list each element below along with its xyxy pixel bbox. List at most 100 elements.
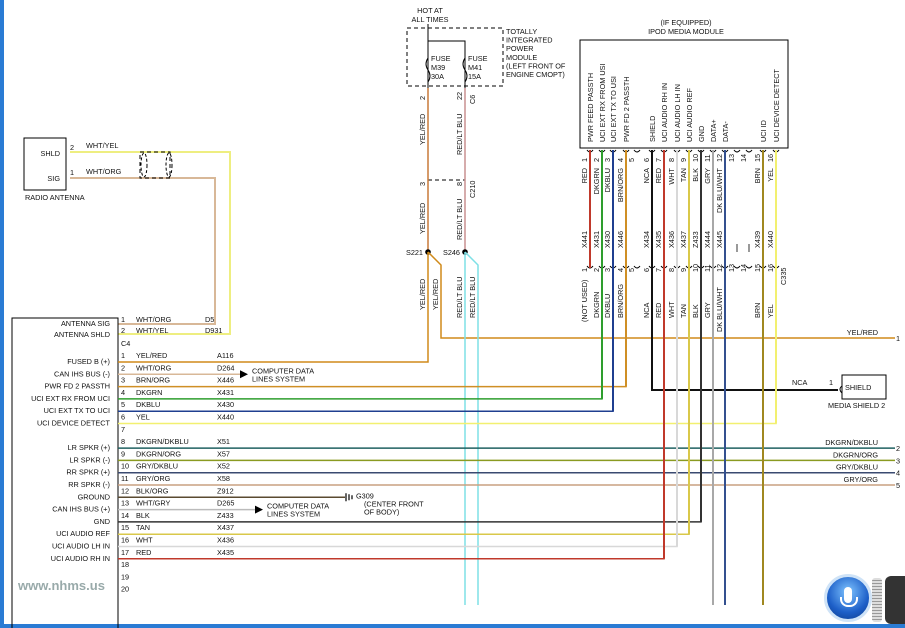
ipod-pin-label: PWR FEED PASSTH [586,73,595,142]
ipod-pin-num: 15 [753,154,762,162]
wire-label: WHT/ORG [136,315,172,324]
circuit-label: X435 [654,231,663,248]
splice-s246-label: S246 [443,248,460,257]
radio-pin-num: 1 [121,351,125,360]
circuit-label: X440 [766,231,775,248]
shield-oval [165,152,173,178]
ipod-pin-label: PWR FD 2 PASSTH [622,76,631,142]
connector-icon [733,265,741,269]
radio-pin-label: CAN IHS BUS (+) [52,505,110,514]
wire-yel-red-out [427,251,895,339]
wire-label: RED [654,303,663,318]
wire-label: WHT [667,301,676,318]
fuse-rating: 30A [431,72,444,81]
connector-pin: 3 [418,182,427,186]
wire-label: WHT/YEL [86,141,118,150]
radio-pin-label: UCI AUDIO LH IN [52,542,110,551]
circuit-label: Z433 [691,231,700,248]
wire-label: DKGRN/DKBLU [136,437,189,446]
ground-loc-label: (CENTER FRONT [364,499,424,508]
wire-label: GRY/DKBLU [136,462,178,471]
circuit-label: X430 [217,400,234,409]
circuit-label: X444 [703,231,712,248]
wire-label: BRN/ORG [616,284,625,318]
connector-icon [733,149,741,153]
arrow-icon [240,370,248,379]
right-output-num: 2 [896,444,900,453]
media-shield-box [841,374,887,400]
wire-label: BRN/ORG [616,168,625,202]
radio-pin-num: 5 [121,400,125,409]
wire-label: WHT/GRY [136,499,170,508]
wire-label: NCA [642,168,651,184]
ipod-pin-label: DATA+ [709,119,718,142]
wire-label: RED [654,168,663,183]
wire-label: WHT/ORG [136,363,172,372]
wire-label: BLK [691,168,700,182]
fuse-icon [462,57,468,83]
right-output-label: DKGRN/ORG [833,450,878,459]
circuit-label: D265 [217,499,234,508]
right-output-label: DKGRN/DKBLU [825,438,878,447]
wire-label: RED [580,168,589,183]
antenna-pin-sig: SIG [47,174,60,183]
ipod-pin-num: 1 [580,158,589,162]
ipod-pin-num: 10 [691,154,700,162]
ipod-pin-num: 16 [766,154,775,162]
wire-label: DKBLU [603,294,612,318]
arrow-icon [255,505,263,514]
connector-c335-label: C335 [779,268,788,285]
power-module-label: TOTALLY [506,27,537,36]
radio-pin-label: GROUND [78,492,110,501]
connector-c210-label: C210 [468,181,477,198]
ipod-pin-label: UCI AUDIO RH IN [660,83,669,142]
microphone-button[interactable] [824,574,872,622]
ipod-pin-num: 11 [703,154,712,162]
circuit-label: Z433 [217,511,234,520]
radio-pin-num: 13 [121,499,129,508]
scroll-handle[interactable] [872,578,882,622]
wire-radio-3 [118,270,627,388]
ipod-pin-num: 9 [679,158,688,162]
ipod-pin-num: 2 [592,268,601,272]
radio-pin-label: ANTENNA SIG [61,319,110,328]
connector-pin: 22 [455,92,464,100]
wire-label: GRY [703,168,712,184]
radio-pin-label: PWR FD 2 PASSTH [44,382,110,391]
antenna-pin-shld: SHLD [41,149,60,158]
splice-s221-label: S221 [406,248,423,257]
right-output-num: 4 [896,469,900,478]
ipod-pin-num: 5 [627,158,636,162]
wire-label: BLK [691,304,700,318]
side-panel-tab[interactable] [885,576,905,624]
ipod-pin-num: 16 [766,264,775,272]
ipod-pin-num: 5 [627,268,636,272]
circuit-label: D931 [205,326,222,335]
ipod-pin-num: 12 [715,264,724,272]
wire-label: DKGRN [592,168,601,194]
circuit-label: X446 [217,376,234,385]
circuit-label: X51 [217,437,230,446]
circuit-label: X436 [667,231,676,248]
wire-red-lt-blu-out [464,251,479,605]
wire-radio-5 [118,270,614,412]
ipod-pin-label: UCI ID [759,120,768,142]
right-output-num: 1 [896,334,900,343]
radio-pin-num: 7 [121,425,125,434]
wire-wht-org [70,177,216,325]
radio-pin-num: 18 [121,560,129,569]
wire-label: BRN/ORG [136,376,170,385]
wire-label: YEL/RED [431,279,440,310]
circuit-label: X437 [217,523,234,532]
power-module-label: ENGINE CMOPT) [506,70,565,79]
wire-label: BLK [136,511,150,520]
wire-label: GRY [703,302,712,318]
wire-label: TAN [679,304,688,318]
radio-pin-label: RR SPKR (-) [68,480,110,489]
wire-label: YEL/RED [418,203,427,234]
wire-label: YEL [766,168,775,182]
circuit-label: X441 [580,231,589,248]
ipod-pin-label: SHIELD [648,116,657,142]
